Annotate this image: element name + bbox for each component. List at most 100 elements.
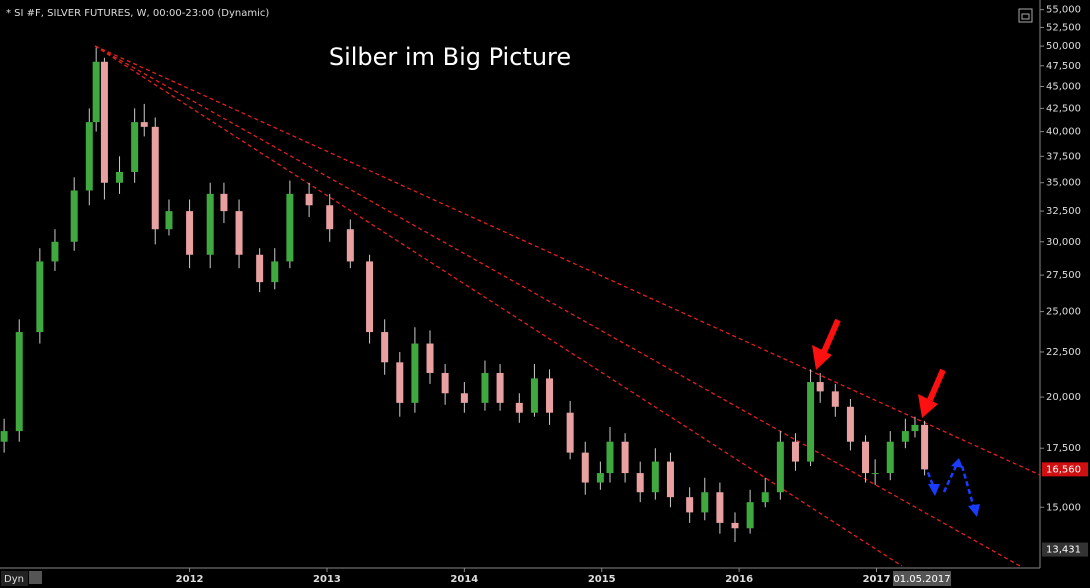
candle-body: [326, 205, 334, 230]
candle-body: [921, 424, 929, 470]
candle-body: [92, 61, 100, 123]
blue-arrow-head: [928, 484, 940, 496]
candle-body: [636, 473, 644, 493]
x-tick-label: 2012: [176, 574, 204, 585]
y-tick-label: 20,000: [1046, 392, 1081, 403]
y-tick-label: 40,000: [1046, 127, 1081, 138]
candle-body: [220, 193, 228, 212]
x-tick-label: 2013: [313, 574, 341, 585]
candle-body: [566, 412, 574, 453]
candle-body: [116, 171, 124, 183]
y-tick-label: 52,500: [1046, 22, 1081, 33]
low-price-label: 13,431: [1046, 545, 1081, 556]
blue-arrow-head: [968, 504, 980, 517]
red-arrow-head: [918, 394, 938, 418]
window-icon-inner: [1021, 13, 1030, 20]
candle-body: [651, 461, 659, 493]
candle-body: [606, 441, 614, 474]
candle-body: [441, 372, 449, 394]
last-price-box: [1042, 462, 1088, 477]
cursor-date-box: [893, 571, 951, 586]
chart-title: * SI #F, SILVER FUTURES, W, 00:00-23:00 …: [6, 8, 269, 19]
y-tick-label: 15,000: [1046, 502, 1081, 513]
low-price-box: [1042, 542, 1088, 557]
red-arrow: [927, 368, 946, 402]
candle-body: [862, 441, 870, 474]
candle-body: [381, 332, 389, 363]
x-tick-label: 2014: [450, 574, 478, 585]
y-tick-label: 22,500: [1046, 347, 1081, 358]
candle-body: [791, 441, 799, 462]
markers: [812, 318, 980, 517]
candle-body: [396, 362, 404, 403]
candle-body: [131, 122, 139, 172]
candle-body: [85, 122, 93, 191]
candle-body: [346, 229, 354, 262]
candle-body: [426, 343, 434, 373]
candle-body: [901, 431, 909, 442]
candle-body: [746, 502, 754, 529]
blue-arrow: [942, 465, 958, 493]
y-tick-label: 42,500: [1046, 103, 1081, 114]
blue-arrow: [960, 465, 976, 509]
candle-body: [731, 522, 739, 529]
y-tick-label: 25,000: [1046, 307, 1081, 318]
corner-icon[interactable]: [29, 571, 42, 584]
candle-body: [460, 393, 468, 403]
blue-arrow-head: [951, 458, 963, 468]
candle-body: [546, 378, 554, 413]
y-tick-label: 47,500: [1046, 61, 1081, 72]
candle-body: [886, 441, 894, 474]
red-arrow: [821, 318, 841, 354]
red-arrow-head: [812, 345, 832, 370]
candle-body: [0, 431, 8, 442]
annotation: Silber im Big Picture: [329, 43, 571, 71]
x-tick-label: 2016: [725, 574, 753, 585]
candle-body: [165, 211, 173, 230]
candle-body: [151, 126, 159, 230]
last-price-label: 16,560: [1046, 464, 1081, 475]
y-tick-label: 45,000: [1046, 81, 1081, 92]
corner-label: Dyn: [4, 574, 24, 585]
candle-body: [816, 382, 824, 392]
candle-body: [235, 211, 243, 255]
candle-body: [206, 193, 214, 255]
y-tick-label: 32,500: [1046, 206, 1081, 217]
trend-line: [94, 45, 903, 567]
y-tick-label: 27,500: [1046, 270, 1081, 281]
candle-body: [846, 406, 854, 442]
candle-body: [807, 382, 815, 462]
candle-body: [100, 61, 108, 183]
y-tick-label: 50,000: [1046, 41, 1081, 52]
candle-body: [51, 241, 59, 262]
y-tick-label: 55,000: [1046, 5, 1081, 16]
candle-body: [666, 461, 674, 498]
candle-body: [286, 193, 294, 262]
y-tick-label: 35,000: [1046, 178, 1081, 189]
window-icon[interactable]: [1018, 8, 1033, 23]
candle-body: [140, 122, 148, 127]
candle-body: [36, 261, 44, 333]
candle-body: [271, 261, 279, 283]
x-tick-label: 2017: [863, 574, 891, 585]
trend-line: [94, 45, 1041, 476]
corner-box: [1, 571, 28, 586]
candle-body: [686, 497, 694, 513]
candle-body: [186, 211, 194, 255]
candle-body: [761, 492, 769, 503]
candle-body: [701, 492, 709, 513]
candle-body: [831, 391, 839, 407]
y-tick-label: 37,500: [1046, 151, 1081, 162]
candle-body: [776, 441, 784, 493]
candle-body: [366, 261, 374, 333]
candle-body: [871, 473, 879, 475]
candle-body: [15, 332, 23, 432]
y-tick-label: 17,500: [1046, 443, 1081, 454]
candle-body: [911, 424, 919, 432]
candle-body: [515, 402, 523, 413]
candle-body: [70, 190, 78, 242]
candle-body: [411, 343, 419, 403]
